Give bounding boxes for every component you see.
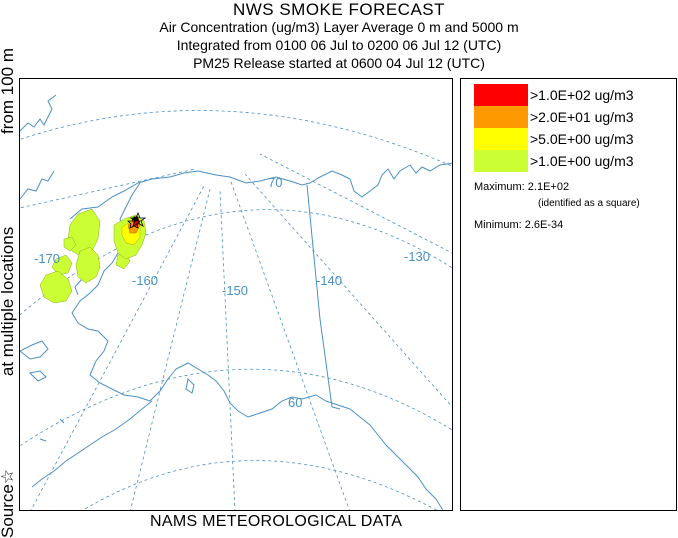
latitude-lines bbox=[20, 110, 452, 510]
legend-item-orange: >2.0E+01 ug/m3 bbox=[474, 106, 634, 128]
lon-170-line bbox=[30, 183, 206, 510]
plume-west bbox=[51, 254, 73, 276]
aleutian-islet-2 bbox=[39, 438, 47, 442]
locations-label: at multiple locations bbox=[0, 226, 17, 377]
lat-80-line bbox=[20, 110, 452, 167]
nunivak-island bbox=[28, 370, 47, 382]
legend-item-green: >1.0E+00 ug/m3 bbox=[474, 150, 634, 172]
subtitle-concentration: Air Concentration (ug/m3) Layer Average … bbox=[159, 19, 519, 35]
legend-label-yellow: >5.0E+00 ug/m3 bbox=[530, 131, 634, 147]
legend-label-red: >1.0E+02 ug/m3 bbox=[530, 87, 634, 103]
alaska-map: 70 60 -170 -160 -150 -140 -130 bbox=[20, 94, 452, 510]
aleutian-chain bbox=[31, 400, 153, 488]
lat-60-label: 60 bbox=[288, 395, 302, 410]
plume-southwest bbox=[39, 270, 73, 304]
subtitle-release: PM25 Release started at 0600 04 Jul 12 (… bbox=[193, 55, 485, 71]
plume-middle bbox=[75, 246, 101, 284]
lat-70-label: 70 bbox=[268, 175, 282, 190]
maximum-square-icon bbox=[133, 216, 139, 222]
subtitle-integration: Integrated from 0100 06 Jul to 0200 06 J… bbox=[176, 37, 502, 53]
lat-70-line bbox=[20, 209, 452, 316]
longitude-lines bbox=[20, 153, 452, 510]
chukotka-coast bbox=[20, 170, 55, 200]
legend-swatch-yellow bbox=[474, 128, 528, 150]
legend-label-orange: >2.0E+01 ug/m3 bbox=[530, 109, 634, 125]
lon-150-line bbox=[219, 188, 236, 510]
lon-160-line bbox=[130, 188, 211, 510]
source-star-icon-2 bbox=[127, 216, 141, 229]
st-lawrence-island bbox=[20, 340, 49, 360]
panhandle-coast bbox=[349, 408, 444, 510]
source-side-label: Source☆ at multiple locations from 100 m bbox=[0, 48, 18, 538]
lon-160-label: -160 bbox=[132, 273, 158, 288]
lon-180-line bbox=[20, 168, 196, 209]
legend-swatch-orange bbox=[474, 106, 528, 128]
lon-140-line bbox=[229, 178, 350, 510]
plume-north-small bbox=[63, 236, 77, 252]
gulf-of-alaska-coast bbox=[149, 362, 351, 418]
minimum-value: Minimum: 2.6E-34 bbox=[474, 219, 564, 231]
norton-sound bbox=[74, 278, 83, 296]
source-markers bbox=[127, 211, 147, 229]
map-panel: 70 60 -170 -160 -150 -140 -130 bbox=[19, 78, 453, 511]
legend-item-red: >1.0E+02 ug/m3 bbox=[474, 84, 634, 106]
wrangel-coast bbox=[20, 94, 57, 132]
north-slope-coast bbox=[69, 170, 311, 220]
maximum-value: Maximum: 2.1E+02 bbox=[474, 181, 570, 193]
legend-swatch-red bbox=[474, 84, 528, 106]
aleutian-islet-1 bbox=[59, 418, 65, 424]
canada-arctic-coast bbox=[309, 162, 452, 198]
bristol-bay-coast bbox=[71, 284, 151, 402]
smoke-plumes bbox=[39, 208, 147, 304]
forecast-title: NWS SMOKE FORECAST bbox=[232, 0, 446, 19]
coastlines bbox=[20, 94, 452, 510]
legend-swatch-green bbox=[474, 150, 528, 172]
lon-170-label: -170 bbox=[34, 251, 60, 266]
lon-130-line bbox=[244, 173, 452, 408]
meteorological-data-label: NAMS METEOROLOGICAL DATA bbox=[150, 513, 403, 530]
legend-item-yellow: >5.0E+00 ug/m3 bbox=[474, 128, 634, 150]
height-label: from 100 m bbox=[0, 48, 17, 134]
source-label: Source☆ bbox=[0, 468, 17, 538]
maximum-note: (identified as a square) bbox=[538, 198, 640, 209]
lat-55-line bbox=[82, 460, 438, 510]
lon-140-label: -140 bbox=[316, 273, 342, 288]
legend-panel: >1.0E+02 ug/m3 >2.0E+01 ug/m3 >5.0E+00 u… bbox=[460, 78, 677, 511]
lon-150-label: -150 bbox=[222, 283, 248, 298]
legend-label-green: >1.0E+00 ug/m3 bbox=[530, 153, 634, 169]
kodiak-island bbox=[185, 377, 195, 394]
lon-130-label: -130 bbox=[404, 249, 430, 264]
us-canada-border bbox=[306, 184, 341, 410]
lon-120-line bbox=[259, 153, 452, 254]
